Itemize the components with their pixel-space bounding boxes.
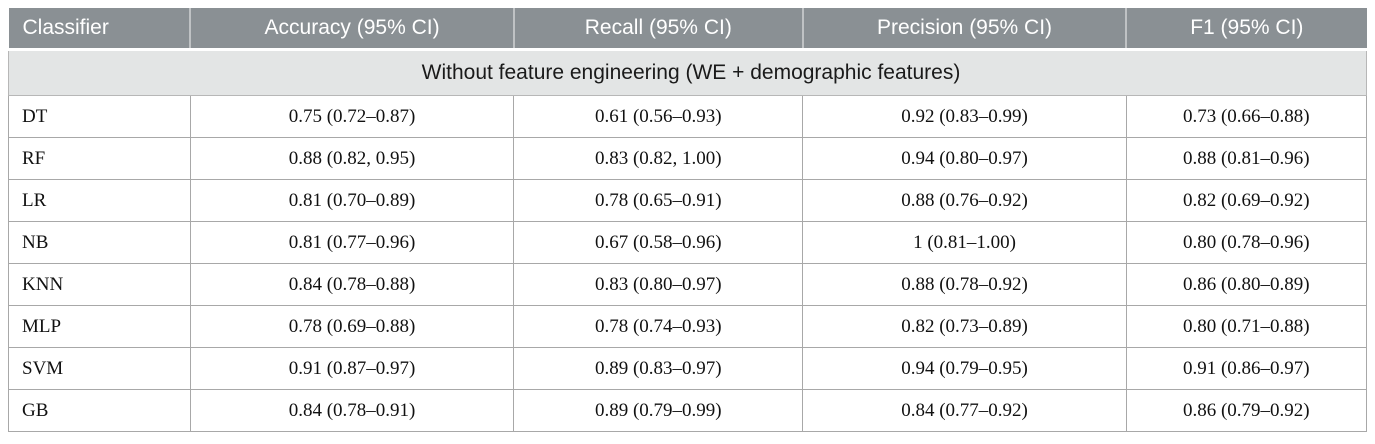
recall-cell: 0.61 (0.56–0.93) — [513, 95, 804, 138]
classifier-cell: NB — [8, 221, 191, 264]
classifier-cell: RF — [8, 137, 191, 180]
table-row: DT 0.75 (0.72–0.87) 0.61 (0.56–0.93) 0.9… — [8, 95, 1368, 138]
column-header-f1: F1 (95% CI) — [1125, 8, 1367, 51]
table-row: GB 0.84 (0.78–0.91) 0.89 (0.79–0.99) 0.8… — [8, 389, 1368, 432]
recall-cell: 0.83 (0.82, 1.00) — [513, 137, 804, 180]
column-header-recall: Recall (95% CI) — [512, 8, 803, 51]
precision-cell: 0.88 (0.78–0.92) — [802, 263, 1127, 306]
accuracy-cell: 0.75 (0.72–0.87) — [189, 95, 515, 138]
accuracy-cell: 0.91 (0.87–0.97) — [189, 347, 515, 390]
recall-cell: 0.67 (0.58–0.96) — [513, 221, 804, 264]
accuracy-cell: 0.88 (0.82, 0.95) — [189, 137, 515, 180]
section-header-label: Without feature engineering (WE + demogr… — [8, 49, 1367, 96]
table-row: LR 0.81 (0.70–0.89) 0.78 (0.65–0.91) 0.8… — [8, 179, 1368, 222]
f1-cell: 0.91 (0.86–0.97) — [1125, 347, 1368, 390]
table-row: KNN 0.84 (0.78–0.88) 0.83 (0.80–0.97) 0.… — [8, 263, 1368, 306]
recall-cell: 0.89 (0.79–0.99) — [513, 389, 804, 432]
accuracy-cell: 0.81 (0.70–0.89) — [189, 179, 515, 222]
f1-cell: 0.88 (0.81–0.96) — [1125, 137, 1368, 180]
f1-cell: 0.86 (0.79–0.92) — [1125, 389, 1368, 432]
classifier-cell: KNN — [8, 263, 191, 306]
recall-cell: 0.78 (0.65–0.91) — [513, 179, 804, 222]
f1-cell: 0.80 (0.78–0.96) — [1125, 221, 1368, 264]
header-row: Classifier Accuracy (95% CI) Recall (95%… — [8, 8, 1367, 51]
recall-cell: 0.89 (0.83–0.97) — [513, 347, 804, 390]
f1-cell: 0.86 (0.80–0.89) — [1125, 263, 1368, 306]
table-row: MLP 0.78 (0.69–0.88) 0.78 (0.74–0.93) 0.… — [8, 305, 1368, 348]
precision-cell: 0.94 (0.79–0.95) — [802, 347, 1127, 390]
classifier-cell: LR — [8, 179, 191, 222]
table-row: SVM 0.91 (0.87–0.97) 0.89 (0.83–0.97) 0.… — [8, 347, 1368, 390]
precision-cell: 0.94 (0.80–0.97) — [802, 137, 1127, 180]
classifier-cell: DT — [8, 95, 191, 138]
precision-cell: 0.92 (0.83–0.99) — [802, 95, 1127, 138]
precision-cell: 0.82 (0.73–0.89) — [802, 305, 1127, 348]
column-header-precision: Precision (95% CI) — [801, 8, 1127, 51]
accuracy-cell: 0.84 (0.78–0.88) — [189, 263, 515, 306]
table-row: RF 0.88 (0.82, 0.95) 0.83 (0.82, 1.00) 0… — [8, 137, 1368, 180]
column-header-accuracy: Accuracy (95% CI) — [189, 8, 514, 51]
precision-cell: 0.84 (0.77–0.92) — [802, 389, 1127, 432]
table-row: NB 0.81 (0.77–0.96) 0.67 (0.58–0.96) 1 (… — [8, 221, 1368, 264]
classifier-cell: SVM — [8, 347, 191, 390]
precision-cell: 0.88 (0.76–0.92) — [802, 179, 1127, 222]
classifier-metrics-table: Classifier Accuracy (95% CI) Recall (95%… — [8, 8, 1368, 432]
f1-cell: 0.73 (0.66–0.88) — [1125, 95, 1368, 138]
f1-cell: 0.80 (0.71–0.88) — [1125, 305, 1368, 348]
precision-cell: 1 (0.81–1.00) — [802, 221, 1127, 264]
classifier-cell: GB — [8, 389, 191, 432]
f1-cell: 0.82 (0.69–0.92) — [1125, 179, 1368, 222]
section-header-row: Without feature engineering (WE + demogr… — [8, 49, 1367, 96]
accuracy-cell: 0.84 (0.78–0.91) — [189, 389, 515, 432]
classifier-cell: MLP — [8, 305, 191, 348]
accuracy-cell: 0.78 (0.69–0.88) — [189, 305, 515, 348]
column-header-classifier: Classifier — [8, 8, 191, 51]
recall-cell: 0.78 (0.74–0.93) — [513, 305, 804, 348]
accuracy-cell: 0.81 (0.77–0.96) — [189, 221, 515, 264]
recall-cell: 0.83 (0.80–0.97) — [513, 263, 804, 306]
